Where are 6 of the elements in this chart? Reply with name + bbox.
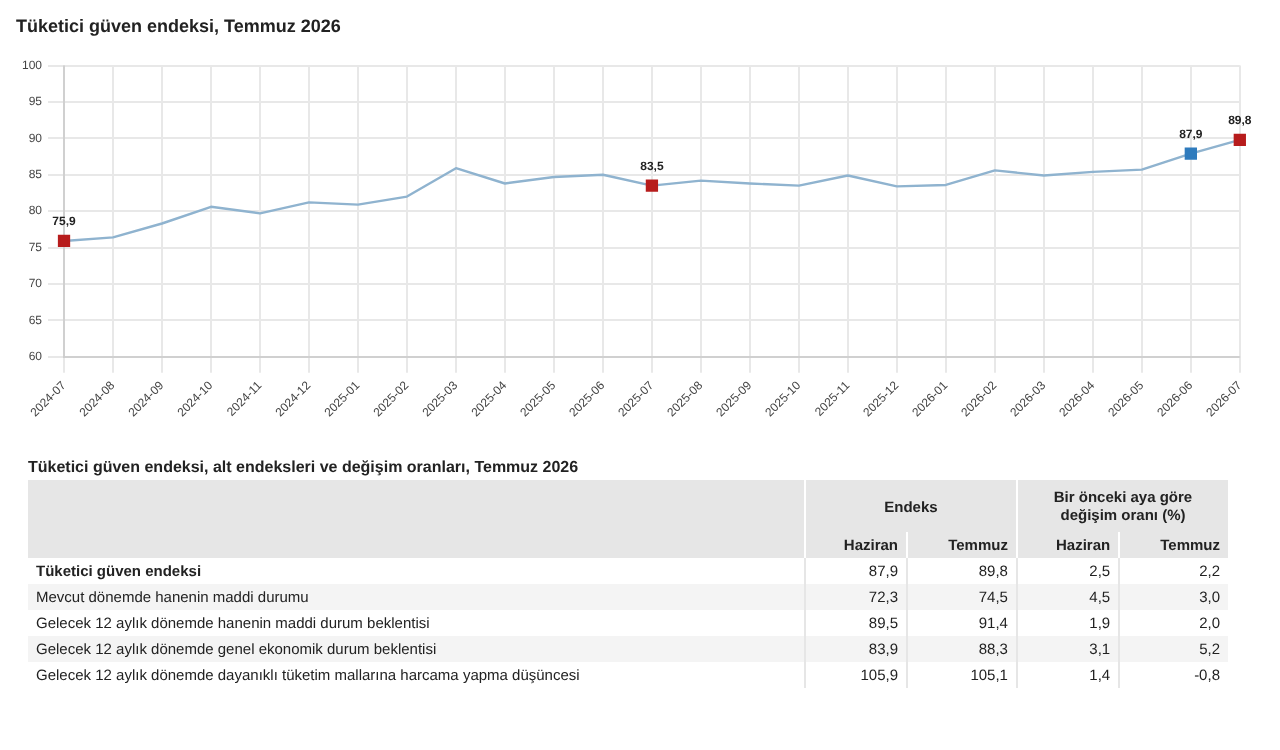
point xyxy=(57,234,71,248)
chart-title: Tüketici güven endeksi, Temmuz 2026 xyxy=(16,15,341,36)
point xyxy=(645,179,659,192)
point xyxy=(1233,133,1246,146)
point xyxy=(1184,147,1197,160)
text: Tüketici güven endeksi, alt endeksleri ve değişim oranları, Temmuz 2026 xyxy=(28,458,581,480)
